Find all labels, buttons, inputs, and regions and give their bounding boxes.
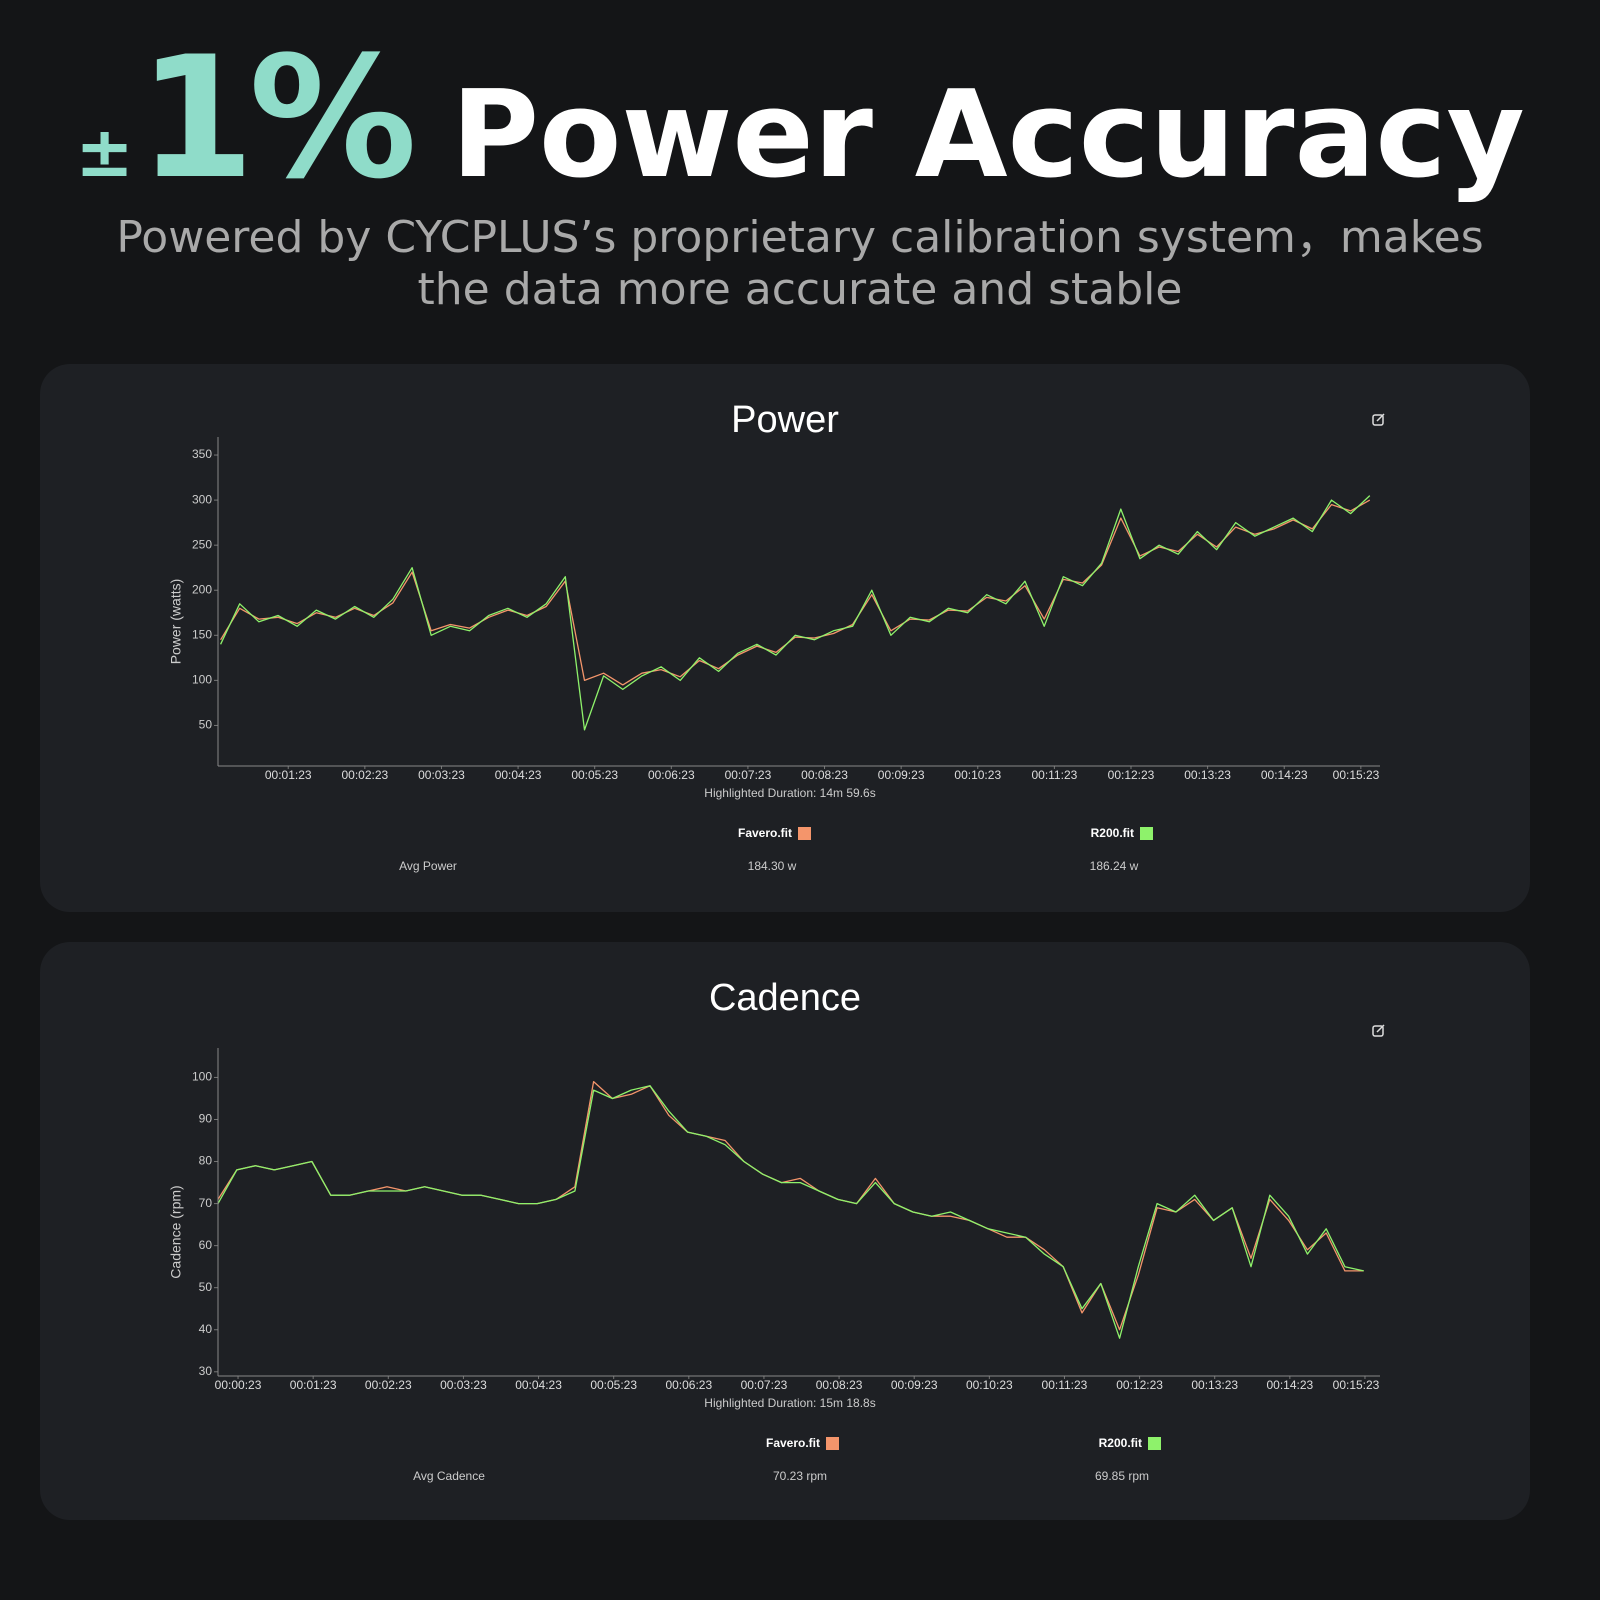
x-tick-label: 00:04:23 [495, 768, 542, 782]
y-tick-label: 100 [192, 673, 212, 687]
x-tick-label: 00:11:23 [1042, 1378, 1088, 1392]
y-axis-label: Cadence (rpm) [168, 1185, 184, 1278]
y-tick-label: 200 [192, 582, 212, 596]
x-tick-label: 00:13:23 [1191, 1378, 1238, 1392]
legend-swatch [826, 1437, 839, 1450]
x-tick-label: 00:01:23 [265, 768, 312, 782]
y-tick-label: 30 [199, 1364, 213, 1378]
legend-swatch [1148, 1437, 1161, 1450]
x-axis-label: Highlighted Duration: 15m 18.8s [704, 1396, 875, 1410]
y-tick-label: 90 [199, 1112, 213, 1126]
y-tick-label: 60 [199, 1238, 213, 1252]
headline-plusminus: ± [75, 111, 134, 193]
panel [40, 364, 1530, 912]
edit-icon-box [1372, 414, 1384, 426]
legend-swatch [798, 827, 811, 840]
y-tick-label: 150 [192, 627, 212, 641]
edit-icon-pen [1376, 1024, 1385, 1033]
y-tick-label: 100 [192, 1070, 212, 1084]
legend-label: R200.fit [1091, 826, 1134, 840]
chart-title: Cadence [709, 977, 861, 1019]
x-tick-label: 00:08:23 [816, 1378, 863, 1392]
x-tick-label: 00:10:23 [966, 1378, 1013, 1392]
x-tick-label: 00:00:23 [215, 1378, 262, 1392]
x-tick-label: 00:03:23 [418, 768, 465, 782]
stat-value: 186.24 w [1090, 859, 1139, 873]
legend-label: Favero.fit [766, 1436, 820, 1450]
x-tick-label: 00:07:23 [741, 1378, 788, 1392]
x-tick-label: 00:13:23 [1184, 768, 1231, 782]
edit-icon-box [1372, 1025, 1384, 1037]
x-tick-label: 00:04:23 [515, 1378, 562, 1392]
y-tick-label: 40 [199, 1322, 213, 1336]
x-tick-label: 00:12:23 [1116, 1378, 1163, 1392]
x-tick-label: 00:01:23 [290, 1378, 337, 1392]
stat-label: Avg Power [399, 859, 457, 873]
series-line [220, 495, 1371, 731]
x-tick-label: 00:14:23 [1266, 1378, 1313, 1392]
y-tick-label: 250 [192, 537, 212, 551]
x-tick-label: 00:03:23 [440, 1378, 487, 1392]
x-tick-label: 00:05:23 [571, 768, 618, 782]
y-tick-label: 300 [192, 492, 212, 506]
x-tick-label: 00:06:23 [665, 1378, 712, 1392]
x-tick-label: 00:10:23 [954, 768, 1001, 782]
legend-swatch [1140, 827, 1153, 840]
x-axis-label: Highlighted Duration: 14m 59.6s [704, 786, 875, 800]
x-tick-label: 00:02:23 [341, 768, 388, 782]
y-tick-label: 350 [192, 447, 212, 461]
x-tick-label: 00:09:23 [891, 1378, 938, 1392]
y-tick-label: 50 [199, 718, 213, 732]
x-tick-label: 00:09:23 [878, 768, 925, 782]
x-tick-label: 00:08:23 [801, 768, 848, 782]
x-tick-label: 00:02:23 [365, 1378, 412, 1392]
x-tick-label: 00:11:23 [1031, 768, 1077, 782]
chart-title: Power [731, 399, 839, 441]
edit-icon[interactable] [1372, 1024, 1385, 1037]
edit-icon[interactable] [1372, 413, 1385, 426]
panel [40, 942, 1530, 1520]
y-axis-label: Power (watts) [168, 579, 184, 665]
x-tick-label: 00:06:23 [648, 768, 695, 782]
x-tick-label: 00:12:23 [1108, 768, 1155, 782]
x-tick-label: 00:05:23 [590, 1378, 637, 1392]
subtitle: Powered by CYCPLUS’s proprietary calibra… [116, 212, 1484, 315]
y-tick-label: 80 [199, 1154, 213, 1168]
x-tick-label: 00:07:23 [725, 768, 772, 782]
x-tick-label: 00:15:23 [1333, 768, 1380, 782]
series-line [217, 1085, 1364, 1339]
y-tick-label: 50 [199, 1280, 213, 1294]
headline: ± 1% Power Accuracy [0, 20, 1600, 216]
legend-label: R200.fit [1099, 1436, 1142, 1450]
edit-icon-pen [1376, 413, 1385, 422]
stat-value: 69.85 rpm [1095, 1469, 1149, 1483]
stat-label: Avg Cadence [413, 1469, 485, 1483]
headline-title: Power Accuracy [451, 66, 1525, 205]
x-tick-label: 00:14:23 [1261, 768, 1308, 782]
headline-accent: 1% [137, 20, 417, 216]
stat-value: 70.23 rpm [773, 1469, 827, 1483]
y-tick-label: 70 [199, 1196, 213, 1210]
legend-label: Favero.fit [738, 826, 792, 840]
x-tick-label: 00:15:23 [1333, 1378, 1380, 1392]
stat-value: 184.30 w [748, 859, 797, 873]
series-line [220, 499, 1371, 686]
